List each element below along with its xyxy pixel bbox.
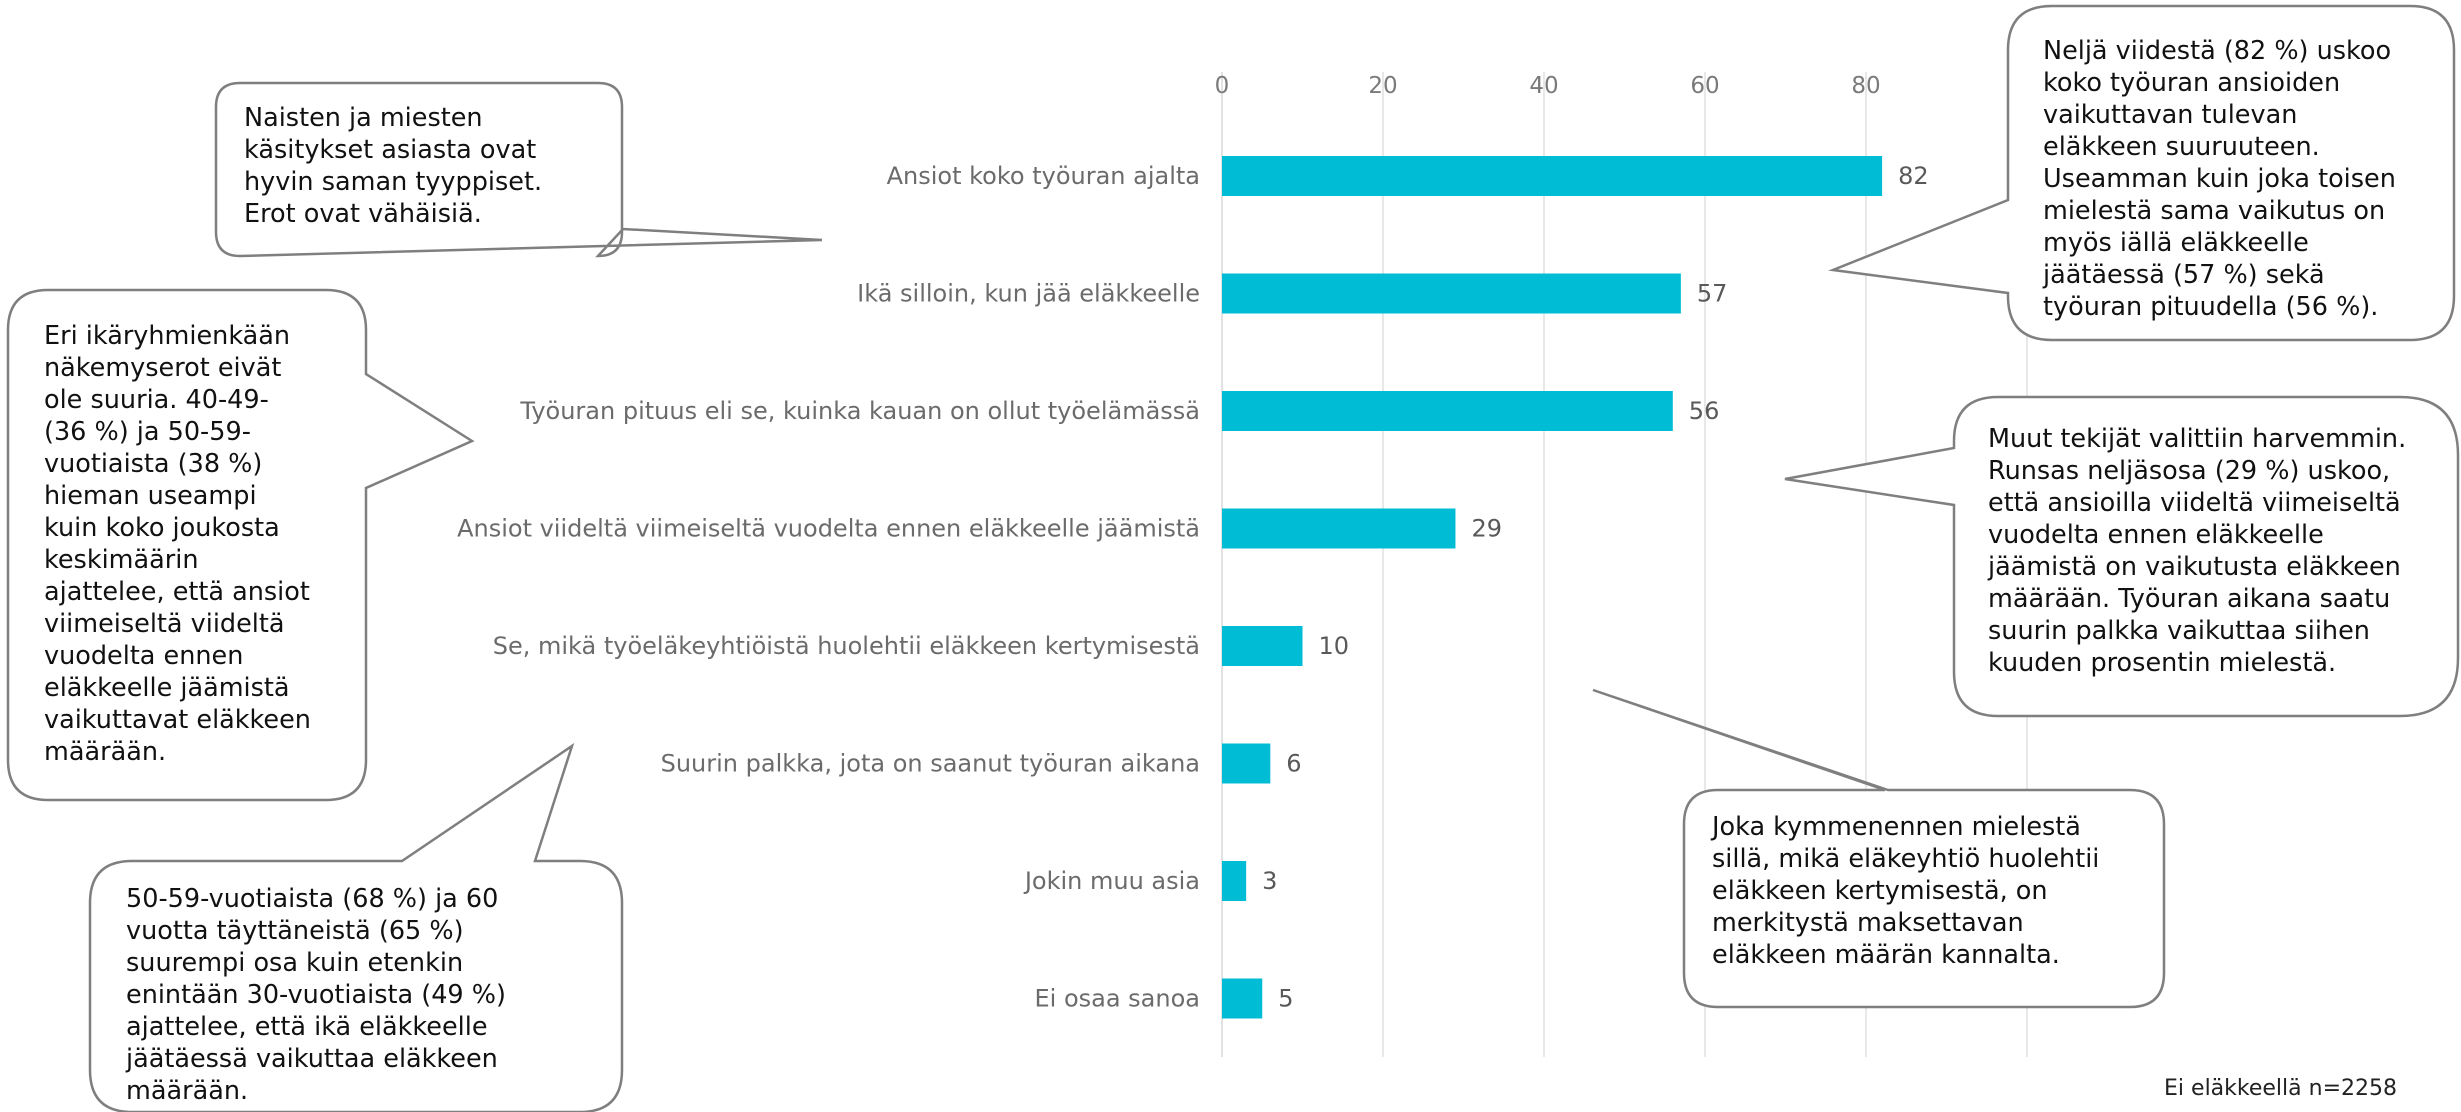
callout-line: määrään. Työuran aikana saatu	[1988, 584, 2391, 614]
callout-line: hieman useampi	[44, 481, 257, 511]
category-label: Ansiot koko työuran ajalta	[887, 162, 1200, 190]
callout-bubble-pension-company	[1592, 688, 2166, 1009]
bar	[1222, 861, 1247, 901]
callout-line: vuodelta ennen eläkkeelle	[1988, 520, 2324, 550]
x-axis-ticks: 0 20 40 60 80	[1215, 73, 1881, 99]
callout-line: eläkkeen määrän kannalta.	[1712, 940, 2060, 970]
data-label: 82	[1898, 162, 1929, 190]
x-tick-label: 0	[1215, 73, 1230, 99]
data-label: 57	[1697, 280, 1728, 308]
bar	[1222, 743, 1271, 784]
callout-line: Runsas neljäsosa (29 %) uskoo,	[1988, 456, 2391, 486]
callout-line: eläkkeelle jäämistä	[44, 673, 290, 703]
callout-line: kuuden prosentin mielestä.	[1988, 648, 2337, 678]
category-label: Ikä silloin, kun jää eläkkeelle	[857, 280, 1200, 308]
callout-line: Neljä viidestä (82 %) uskoo	[2043, 36, 2392, 66]
bar	[1222, 156, 1883, 196]
callout-text-other-factors: Muut tekijät valittiin harvemmin. Runsas…	[1988, 423, 2406, 679]
callout-line: Joka kymmenennen mielestä	[1712, 812, 2081, 842]
x-tick-label: 40	[1529, 73, 1558, 99]
callout-line: jäätäessä (57 %) sekä	[2043, 260, 2325, 290]
callout-line: Erot ovat vähäisiä.	[244, 199, 482, 229]
bar	[1222, 508, 1456, 549]
callout-line: suurempi osa kuin etenkin	[126, 948, 464, 978]
callout-bubble-other-factors	[1784, 395, 2460, 718]
callout-bubble-top-right	[1828, 4, 2456, 342]
category-labels: Ansiot koko työuran ajalta Ikä silloin, k…	[457, 162, 1200, 1013]
bars	[1222, 156, 1883, 1019]
callout-line: vaikuttavan tulevan	[2043, 100, 2298, 130]
callout-line: mielestä sama vaikutus on	[2043, 196, 2386, 226]
callout-line: ajattelee, että ansiot	[44, 577, 310, 607]
callout-line: 50-59-vuotiaista (68 %) ja 60	[126, 884, 499, 914]
x-tick-label: 60	[1690, 73, 1719, 99]
callout-line: koko työuran ansioiden	[2043, 68, 2341, 98]
category-label: Työuran pituus eli se, kuinka kauan on o…	[519, 397, 1200, 425]
callout-line: Eri ikäryhmienkään	[44, 321, 291, 351]
callout-line: Naisten ja miesten	[244, 103, 483, 133]
callout-line: Muut tekijät valittiin harvemmin.	[1988, 424, 2407, 454]
callout-line: vaikuttavat eläkkeen	[44, 705, 311, 735]
callout-text-age-groups: Eri ikäryhmienkään näkemyserot eivät ole…	[44, 320, 311, 768]
callout-line: merkitystä maksettavan	[1712, 908, 2024, 938]
callout-line: vuotta täyttäneistä (65 %)	[126, 916, 464, 946]
callout-line: jäätäessä vaikuttaa eläkkeen	[126, 1044, 498, 1074]
callout-bubble-gender	[214, 81, 823, 258]
callout-line: että ansioilla viideltä viimeiseltä	[1988, 488, 2401, 518]
bar	[1222, 391, 1673, 431]
callout-line: myös iällä eläkkeelle	[2043, 228, 2309, 258]
x-tick-label: 80	[1851, 73, 1880, 99]
data-label: 6	[1286, 750, 1301, 778]
callout-line: kuin koko joukosta	[44, 513, 280, 543]
callout-line: näkemyserot eivät	[44, 353, 282, 383]
callout-line: suurin palkka vaikuttaa siihen	[1988, 616, 2370, 646]
category-label: Ansiot viideltä viimeiseltä vuodelta enn…	[457, 515, 1200, 543]
category-label: Se, mikä työeläkeyhtiöistä huolehtii elä…	[493, 632, 1200, 660]
callout-line: (36 %) ja 50-59-	[44, 417, 251, 447]
data-label: 56	[1689, 397, 1720, 425]
callout-line: työuran pituudella (56 %).	[2043, 292, 2379, 322]
callout-line: jäämistä on vaikutusta eläkkeen	[1988, 552, 2401, 582]
bar	[1222, 626, 1303, 666]
callout-line: hyvin saman tyyppiset.	[244, 167, 543, 197]
data-label: 10	[1319, 632, 1350, 660]
callout-line: eläkkeen kertymisestä, on	[1712, 876, 2048, 906]
sample-size-note: Ei eläkkeellä n=2258	[2164, 1076, 2397, 1101]
category-label: Suurin palkka, jota on saanut työuran ai…	[661, 750, 1200, 778]
callout-line: eläkkeen suuruuteen.	[2043, 132, 2320, 162]
bar	[1222, 273, 1681, 314]
callout-line: määrään.	[126, 1076, 249, 1106]
data-label: 3	[1262, 867, 1277, 895]
callout-line: enintään 30-vuotiaista (49 %)	[126, 980, 506, 1010]
category-label: Ei osaa sanoa	[1034, 985, 1200, 1013]
callout-line: keskimäärin	[44, 545, 199, 575]
callout-text-gender: Naisten ja miesten käsitykset asiasta ov…	[244, 102, 542, 230]
callout-line: vuotiaista (38 %)	[44, 449, 263, 479]
data-label: 29	[1471, 515, 1502, 543]
x-tick-label: 20	[1368, 73, 1397, 99]
callout-shapes	[6, 4, 2460, 1112]
value-labels: 82 57 56 29 10 6 3 5	[1262, 162, 1928, 1013]
callout-line: käsitykset asiasta ovat	[244, 135, 537, 165]
callout-line: viimeiseltä viideltä	[44, 609, 285, 639]
callout-text-top-right: Neljä viidestä (82 %) uskoo koko työuran…	[2043, 35, 2396, 323]
bar	[1222, 978, 1263, 1019]
callout-line: Useamman kuin joka toisen	[2043, 164, 2396, 194]
data-label: 5	[1278, 985, 1293, 1013]
callout-text-pension-company: Joka kymmenennen mielestä sillä, mikä el…	[1712, 811, 2099, 971]
callout-text-retirement-age: 50-59-vuotiaista (68 %) ja 60 vuotta täy…	[126, 883, 506, 1107]
category-label: Jokin muu asia	[1023, 867, 1200, 895]
callout-line: vuodelta ennen	[44, 641, 244, 671]
callout-line: sillä, mikä eläkeyhtiö huolehtii	[1712, 844, 2100, 874]
callout-line: ole suuria. 40-49-	[44, 385, 269, 415]
callout-bubble-age-groups	[6, 288, 475, 802]
callout-line: ajattelee, että ikä eläkkeelle	[126, 1012, 488, 1042]
callout-line: määrään.	[44, 737, 167, 767]
